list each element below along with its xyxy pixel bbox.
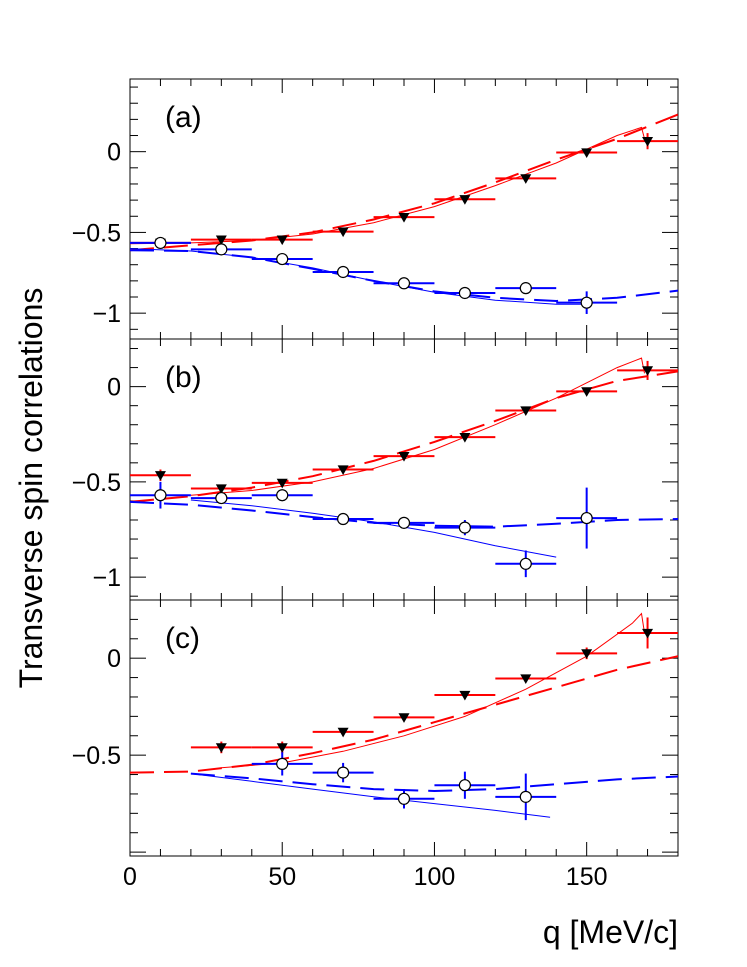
red-dashed-curve (130, 113, 678, 252)
x-tick-label: 150 (566, 863, 608, 891)
circle-data-point (276, 489, 289, 502)
panel-plot-area (130, 612, 678, 821)
circle-data-point (215, 243, 228, 256)
triangle-data-point (581, 148, 593, 158)
circle-data-point (397, 792, 411, 805)
blue-solid-curve (130, 248, 587, 305)
red-solid-curve (221, 612, 645, 769)
x-tick-label: 0 (123, 863, 137, 891)
triangle-data-point (642, 628, 654, 639)
panel-label: (a) (165, 101, 202, 134)
circle-data-point (337, 766, 350, 779)
y-axis-title: Transverse spin correlations (13, 288, 49, 689)
y-tick-label: 0 (107, 139, 121, 167)
panel-frame (129, 599, 679, 857)
circle-data-point (519, 282, 532, 295)
panel-label: (b) (165, 361, 202, 394)
y-tick-label: −1 (92, 564, 121, 592)
triangle-data-point (642, 137, 654, 147)
red-solid-curve (190, 357, 645, 496)
y-tick-label: −0.5 (72, 219, 121, 247)
triangle-data-point (215, 484, 227, 495)
circle-data-point (337, 265, 350, 279)
triangle-data-point (459, 432, 471, 443)
triangle-data-point (520, 174, 532, 184)
chart-panels: 0 −0.5 −1 (a) 0 −0.5 −1 (b) 0 −0.5 (c) (72, 78, 679, 857)
triangle-data-point (154, 471, 166, 481)
triangle-data-point (276, 235, 288, 246)
blue-dashed-curve (130, 249, 678, 303)
triangle-data-point (337, 227, 349, 238)
triangle-data-point (337, 727, 349, 738)
circle-data-point (276, 757, 289, 770)
panel-a: 0 −0.5 −1 (a) (72, 78, 679, 340)
panel-c: 0 −0.5 (c) (72, 599, 679, 857)
x-axis-title: q [MeV/c] (543, 914, 678, 950)
circle-data-point (519, 790, 532, 803)
triangle-data-point (520, 406, 532, 416)
triangle-data-point (459, 690, 471, 701)
circle-data-point (580, 296, 593, 309)
circle-data-point (458, 286, 471, 300)
circle-data-point (458, 521, 471, 534)
y-tick-label: 0 (107, 374, 121, 402)
y-tick-label: −0.5 (72, 742, 121, 770)
circle-data-point (580, 511, 593, 525)
triangle-data-point (276, 743, 288, 753)
circle-data-point (154, 489, 167, 502)
y-tick-label: 0 (107, 645, 121, 673)
circle-data-point (397, 516, 411, 529)
triangle-data-point (215, 743, 227, 753)
circle-data-point (154, 236, 167, 250)
circle-data-point (519, 557, 532, 570)
y-tick-label: −0.5 (72, 469, 121, 497)
y-tick-label: −1 (92, 300, 121, 328)
x-tick-label: 100 (414, 863, 456, 891)
triangle-data-point (398, 452, 410, 462)
circle-data-point (397, 277, 411, 290)
panel-frame (129, 78, 679, 340)
blue-solid-curve (190, 499, 557, 558)
triangle-data-point (581, 649, 593, 659)
blue-dashed-curve (190, 772, 678, 793)
triangle-data-point (459, 195, 471, 205)
triangle-data-point (337, 465, 349, 475)
triangle-data-point (276, 478, 288, 489)
panel-label: (c) (165, 622, 200, 655)
triangle-data-point (398, 713, 410, 723)
panel-b: 0 −0.5 −1 (b) (72, 338, 679, 601)
triangle-data-point (398, 212, 410, 223)
triangle-data-point (581, 387, 593, 397)
triangle-data-point (215, 235, 227, 246)
triangle-data-point (642, 366, 654, 376)
circle-data-point (458, 779, 471, 792)
panel-plot-area (130, 113, 678, 314)
triangle-data-point (520, 674, 532, 685)
circle-data-point (337, 512, 350, 526)
circle-data-point (215, 491, 228, 505)
red-solid-curve (130, 126, 645, 245)
x-tick-label: 50 (268, 863, 296, 891)
panel-plot-area (130, 357, 678, 578)
blue-solid-curve (190, 773, 551, 818)
circle-data-point (276, 252, 289, 266)
x-axis-tick-labels: 0 50 100 150 (123, 863, 607, 891)
